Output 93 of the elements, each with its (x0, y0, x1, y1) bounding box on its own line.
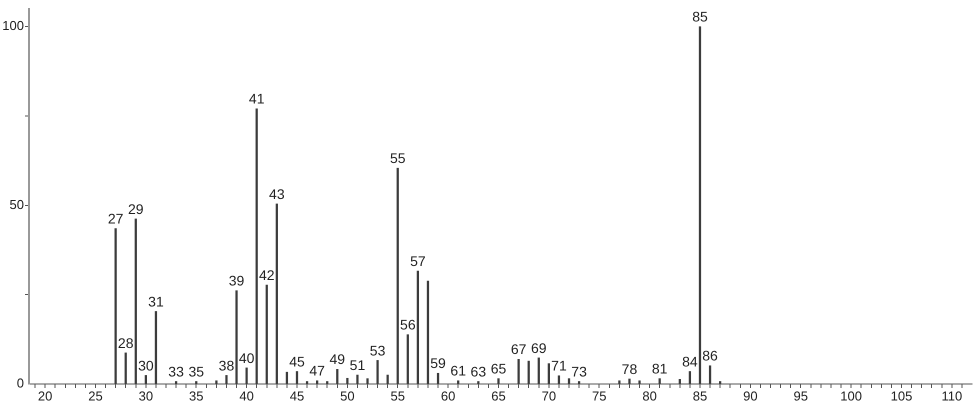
annotation: 73 (571, 363, 588, 380)
annotation: 59 (430, 355, 446, 372)
x-tick-label: 35 (189, 388, 204, 404)
bar (678, 379, 681, 384)
annotation: 86 (702, 348, 718, 364)
bar (406, 334, 409, 384)
annotation: 53 (370, 342, 386, 358)
bar (256, 108, 258, 384)
bar (538, 358, 540, 384)
bar (528, 360, 530, 384)
annotation: 47 (309, 362, 326, 379)
y-tick-label: 50 (10, 196, 24, 212)
annotation: 56 (400, 316, 416, 333)
bar (688, 371, 692, 384)
annotation: 43 (269, 186, 285, 202)
x-tick-label: 110 (941, 388, 962, 404)
x-tick-label: 45 (290, 388, 304, 404)
annotation: 49 (330, 351, 346, 368)
bar (245, 368, 248, 384)
annotation: 40 (238, 350, 255, 366)
x-tick-label: 25 (88, 388, 103, 404)
annotation: 81 (652, 360, 668, 376)
annotation: 27 (108, 210, 124, 226)
annotation: 35 (188, 363, 204, 380)
annotation: 42 (258, 266, 275, 283)
bar (316, 380, 318, 384)
x-tick-label: 65 (491, 388, 506, 404)
annotation: 55 (390, 150, 406, 166)
annotation: 84 (682, 353, 698, 370)
x-tick-label: 80 (642, 388, 657, 404)
annotation: 78 (622, 360, 638, 377)
bar (144, 375, 147, 384)
bar (457, 380, 460, 384)
annotation: 51 (350, 356, 366, 373)
y-tick-label: 100 (2, 18, 24, 34)
bar (124, 352, 127, 384)
x-tick-label: 85 (692, 388, 708, 404)
bar (225, 375, 228, 384)
bar (346, 378, 348, 384)
bar (356, 374, 359, 384)
annotation: 63 (470, 363, 486, 380)
x-tick-label: 105 (890, 388, 912, 404)
annotation: 61 (450, 362, 466, 379)
annotation: 28 (118, 334, 134, 351)
bar (174, 381, 178, 384)
x-tick-label: 55 (390, 388, 405, 404)
bar (266, 284, 268, 384)
bar (296, 371, 298, 384)
bar (276, 204, 278, 384)
bar (548, 363, 550, 384)
x-tick-label: 20 (38, 388, 52, 404)
bar (114, 228, 117, 384)
bar (719, 381, 722, 384)
bar (326, 381, 328, 384)
x-tick-label: 100 (840, 388, 862, 404)
x-tick-label: 30 (138, 388, 154, 404)
bar (336, 369, 338, 384)
bar (396, 168, 399, 384)
x-tick-label: 60 (440, 388, 456, 404)
x-tick-label: 50 (340, 388, 355, 404)
annotation: 45 (289, 353, 305, 370)
annotation: 29 (128, 200, 144, 217)
annotation: 85 (692, 8, 708, 25)
annotation: 31 (148, 293, 164, 310)
x-tick-label: 40 (239, 388, 254, 404)
annotation: 69 (530, 340, 547, 356)
bar (306, 381, 308, 384)
bar (436, 372, 440, 384)
bar (518, 359, 520, 384)
annotation: 71 (551, 358, 567, 374)
bar (477, 381, 480, 384)
x-tick-label: 70 (542, 388, 556, 404)
annotation: 33 (168, 363, 184, 380)
y-tick-label: 0 (16, 376, 24, 391)
annotation: 67 (510, 341, 527, 358)
bar (386, 374, 389, 384)
annotation: 57 (410, 252, 426, 269)
bar (618, 380, 621, 384)
annotation: 65 (490, 360, 506, 376)
x-tick-label: 75 (592, 388, 606, 404)
bar (134, 218, 137, 384)
bar (195, 381, 198, 384)
annotation: 38 (218, 357, 234, 374)
bar (638, 380, 641, 384)
annotation: 30 (138, 357, 154, 374)
bar (215, 380, 218, 384)
bar (658, 378, 661, 384)
x-tick-label: 95 (793, 388, 808, 404)
bar (578, 381, 580, 384)
annotation: 41 (248, 90, 265, 107)
x-tick-label: 90 (743, 388, 758, 404)
annotation: 39 (228, 272, 245, 289)
bar (628, 378, 631, 384)
